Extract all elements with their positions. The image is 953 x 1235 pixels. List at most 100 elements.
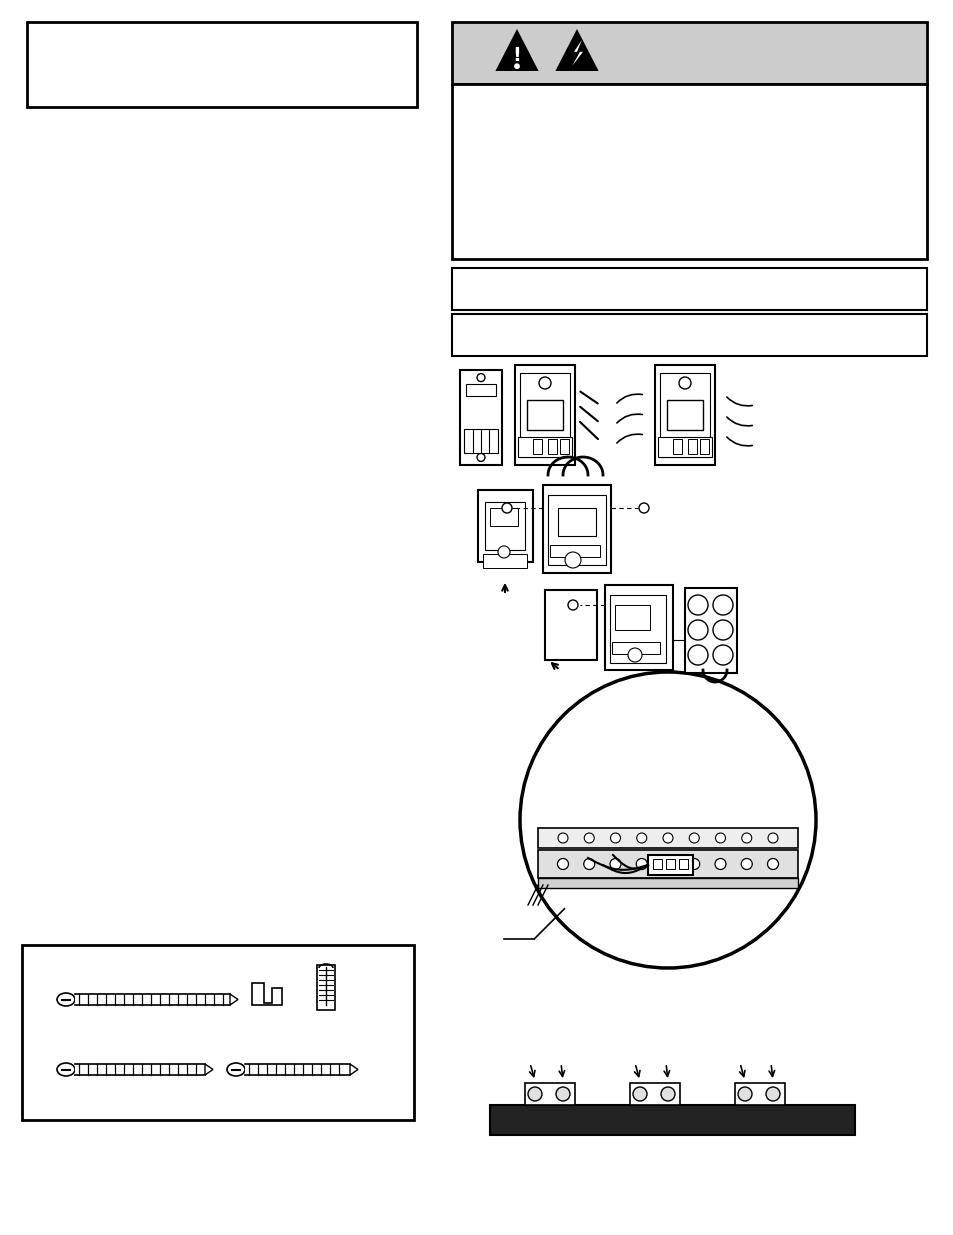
Circle shape	[557, 858, 568, 869]
Circle shape	[741, 832, 751, 844]
Bar	[547, 438, 557, 454]
Bar	[524, 1083, 575, 1105]
Bar	[452, 314, 926, 356]
Bar	[734, 1083, 784, 1105]
Bar	[515, 366, 575, 466]
Bar	[316, 965, 335, 1010]
Circle shape	[514, 63, 519, 69]
Circle shape	[476, 453, 484, 462]
Circle shape	[765, 1087, 780, 1100]
Bar	[672, 438, 681, 454]
Circle shape	[564, 552, 580, 568]
Bar	[477, 490, 533, 562]
Bar	[612, 642, 659, 655]
Bar	[559, 438, 568, 454]
Bar	[452, 84, 926, 259]
Circle shape	[636, 858, 646, 869]
Circle shape	[712, 595, 732, 615]
Bar	[537, 878, 797, 888]
Bar	[647, 855, 692, 876]
Bar	[655, 366, 714, 466]
Circle shape	[527, 1087, 541, 1100]
Bar	[604, 585, 672, 671]
Circle shape	[715, 832, 724, 844]
Bar	[519, 373, 569, 457]
Bar	[490, 508, 517, 526]
Circle shape	[740, 858, 752, 869]
Bar	[22, 945, 414, 1120]
Bar	[687, 438, 697, 454]
Bar	[558, 508, 596, 536]
Circle shape	[639, 503, 648, 513]
Polygon shape	[572, 40, 582, 67]
Bar	[666, 400, 702, 430]
Polygon shape	[350, 1065, 357, 1074]
Circle shape	[501, 503, 512, 513]
Bar	[482, 555, 526, 568]
Ellipse shape	[57, 1063, 75, 1076]
Circle shape	[636, 832, 646, 844]
Bar	[537, 850, 797, 878]
Bar	[27, 22, 416, 107]
Polygon shape	[252, 983, 282, 1005]
Bar	[609, 595, 665, 663]
Bar	[659, 373, 709, 457]
Polygon shape	[205, 1065, 213, 1074]
Bar	[490, 1105, 854, 1135]
Bar	[629, 1083, 679, 1105]
Circle shape	[660, 1087, 675, 1100]
Bar	[679, 860, 687, 869]
Bar	[547, 495, 605, 564]
Bar	[684, 588, 737, 673]
Circle shape	[609, 858, 620, 869]
Bar	[459, 370, 501, 466]
Circle shape	[687, 595, 707, 615]
Circle shape	[519, 672, 815, 968]
Circle shape	[556, 1087, 569, 1100]
Circle shape	[688, 858, 699, 869]
Circle shape	[567, 600, 578, 610]
Bar	[452, 22, 926, 84]
Text: !: !	[512, 46, 521, 65]
Bar	[652, 860, 661, 869]
Bar	[550, 545, 599, 557]
Bar	[484, 501, 524, 550]
Circle shape	[712, 645, 732, 664]
Ellipse shape	[227, 1063, 245, 1076]
Ellipse shape	[57, 993, 75, 1007]
Circle shape	[738, 1087, 751, 1100]
Circle shape	[583, 832, 594, 844]
Bar	[533, 438, 541, 454]
Circle shape	[476, 374, 484, 382]
Circle shape	[687, 645, 707, 664]
Circle shape	[687, 620, 707, 640]
Bar	[542, 485, 610, 573]
Circle shape	[633, 1087, 646, 1100]
Bar	[615, 605, 649, 630]
Circle shape	[627, 648, 641, 662]
Bar	[700, 438, 708, 454]
Circle shape	[497, 546, 510, 558]
Bar	[665, 860, 675, 869]
Bar	[466, 384, 496, 395]
Polygon shape	[230, 994, 237, 1005]
Circle shape	[583, 858, 594, 869]
Polygon shape	[495, 28, 538, 70]
Bar	[658, 437, 711, 457]
Circle shape	[679, 377, 690, 389]
Bar	[537, 827, 797, 848]
Circle shape	[767, 832, 778, 844]
Bar	[544, 590, 597, 659]
Circle shape	[662, 832, 672, 844]
Circle shape	[610, 832, 619, 844]
Circle shape	[712, 620, 732, 640]
Bar	[464, 429, 497, 453]
Circle shape	[558, 832, 567, 844]
Circle shape	[714, 858, 725, 869]
Bar	[526, 400, 562, 430]
Circle shape	[661, 858, 673, 869]
Polygon shape	[555, 28, 598, 70]
Circle shape	[688, 832, 699, 844]
Circle shape	[538, 377, 551, 389]
Bar	[452, 268, 926, 310]
